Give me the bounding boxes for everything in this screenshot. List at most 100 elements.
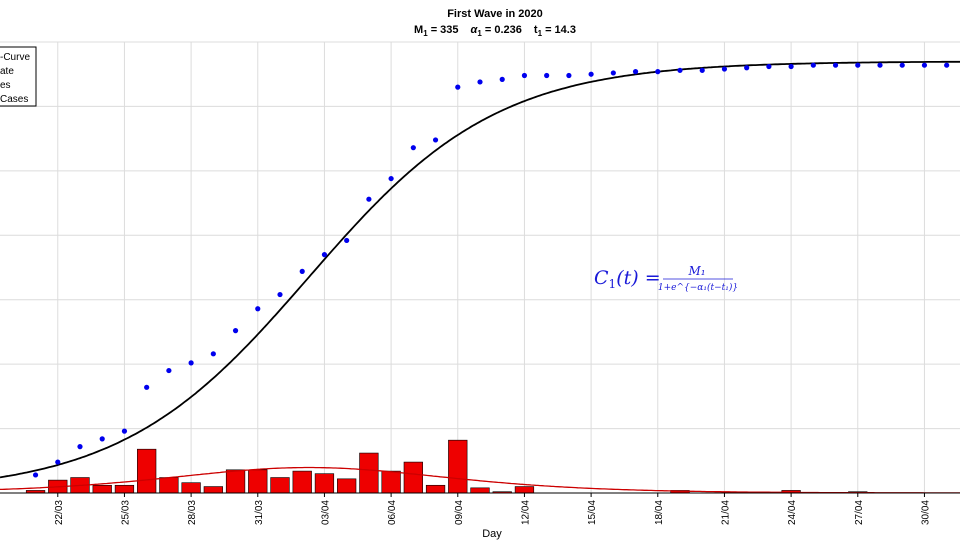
point-cumulative-6 [166, 367, 172, 374]
bar-cases-15 [359, 452, 379, 494]
bar-cases-4 [114, 484, 135, 494]
point-cumulative-0 [32, 472, 39, 478]
legend-item-cumulative-cases: Cases [0, 94, 28, 105]
subtitle-t-value: = 14.3 [542, 24, 576, 36]
point-cumulative-27 [632, 69, 639, 75]
x-tick-label-11: 24/04 [787, 500, 798, 525]
point-cumulative-1 [55, 459, 61, 465]
formula-lhs-sub: 1 [609, 277, 617, 291]
bar-cases-9 [225, 469, 246, 494]
bar-cases-16 [381, 470, 401, 494]
x-axis-ticks: 22/03 25/03 28/03 31/03 03/04 06/04 09/04 12/04… [54, 493, 931, 525]
legend-item-rate: ate [0, 66, 14, 77]
formula-annotation: C1(t) = M₁ 1+e^{−α₁(t−t₁)} [594, 264, 738, 293]
point-cumulative-38 [877, 62, 883, 68]
subtitle-a-label: α [471, 24, 479, 36]
bar-cases-10 [248, 469, 268, 494]
point-cumulative-19 [455, 84, 461, 90]
point-cumulative-25 [588, 71, 594, 77]
formula-lhs: C1(t) = [594, 267, 661, 291]
chart-title: First Wave in 2020 [447, 8, 543, 20]
x-tick-label-5: 06/04 [387, 500, 398, 525]
x-tick-label-9: 18/04 [654, 500, 665, 525]
bar-cases-8 [203, 486, 223, 494]
x-axis-label: Day [482, 528, 502, 540]
legend-box [0, 46, 37, 107]
x-tick-label-3: 31/03 [254, 500, 265, 525]
x-tick-label-6: 09/04 [454, 500, 465, 525]
legend-item-s-curve: -Curve [0, 52, 30, 63]
point-cumulative-20 [477, 79, 483, 85]
x-tick-label-12: 27/04 [854, 500, 865, 525]
bar-cases-19 [448, 439, 468, 494]
point-cumulative-14 [344, 237, 350, 244]
gridlines [0, 41, 960, 493]
bar-cases-5 [137, 448, 157, 494]
point-cumulative-29 [677, 67, 683, 73]
legend: -Curve ate es Cases [0, 46, 37, 107]
point-cumulative-9 [232, 328, 239, 334]
formula-numerator: M₁ [687, 264, 705, 278]
point-cumulative-21 [499, 76, 505, 82]
x-tick-label-8: 15/04 [587, 500, 598, 525]
subtitle-m-sub: 1 [423, 29, 428, 38]
x-tick-label-2: 28/03 [187, 500, 198, 525]
bar-cases-17 [403, 461, 423, 494]
subtitle-a-value: = 0.236 [482, 24, 522, 36]
bar-cases-11 [270, 477, 290, 494]
subtitle-a-sub: 1 [477, 29, 482, 38]
point-cumulative-36 [832, 62, 839, 68]
bar-cases-12 [292, 470, 312, 494]
bar-cases-18 [425, 484, 446, 494]
x-tick-label-0: 22/03 [54, 500, 65, 525]
point-cumulative-4 [121, 428, 128, 434]
point-cumulative-30 [699, 67, 705, 73]
subtitle-m-label: M [414, 24, 423, 36]
legend-item-cases: es [0, 80, 11, 91]
x-tick-label-4: 03/04 [320, 500, 331, 525]
point-cumulative-24 [566, 72, 572, 79]
bar-cases-13 [314, 473, 335, 494]
point-cumulative-23 [544, 72, 550, 79]
point-cumulative-17 [410, 145, 416, 151]
point-cumulative-13 [321, 252, 328, 258]
point-cumulative-2 [77, 444, 83, 450]
bar-cases-20 [470, 487, 490, 494]
point-cumulative-41 [944, 62, 950, 68]
point-cumulative-11 [277, 291, 283, 298]
x-tick-label-13: 30/04 [920, 500, 931, 525]
point-cumulative-7 [188, 360, 194, 366]
bar-cases-6 [159, 477, 179, 494]
formula-lhs-arg: (t) = [616, 267, 660, 289]
point-cumulative-33 [766, 63, 772, 70]
point-cumulative-26 [610, 70, 616, 76]
bar-cases-14 [337, 478, 357, 494]
formula-denominator: 1+e^{−α₁(t−t₁)} [658, 282, 738, 293]
subtitle-m-value: = 335 [428, 24, 459, 36]
point-cumulative-31 [721, 66, 728, 72]
point-cumulative-5 [144, 384, 150, 390]
bar-cases-7 [181, 482, 201, 494]
point-cumulative-32 [744, 65, 750, 71]
formula-lhs-symbol: C [594, 267, 609, 289]
chart-subtitle: M1 = 335 α1 = 0.236 t1 = 14.3 [414, 24, 576, 38]
s-curve-line [0, 60, 960, 479]
point-cumulative-40 [921, 62, 928, 68]
point-cumulative-12 [299, 268, 305, 274]
point-cumulative-35 [810, 62, 816, 68]
point-cumulative-22 [521, 72, 528, 79]
points-cumulative-cases [32, 62, 950, 478]
bars-cases [25, 439, 868, 494]
point-cumulative-18 [432, 137, 439, 143]
bar-cases-22 [514, 486, 535, 494]
point-cumulative-39 [899, 62, 905, 68]
point-cumulative-28 [655, 69, 661, 75]
bar-cases-3 [92, 484, 112, 494]
point-cumulative-15 [366, 196, 372, 202]
point-cumulative-8 [210, 351, 216, 357]
point-cumulative-34 [788, 63, 794, 70]
x-tick-label-7: 12/04 [520, 500, 531, 525]
x-tick-label-1: 25/03 [120, 500, 131, 525]
point-cumulative-10 [255, 306, 261, 312]
